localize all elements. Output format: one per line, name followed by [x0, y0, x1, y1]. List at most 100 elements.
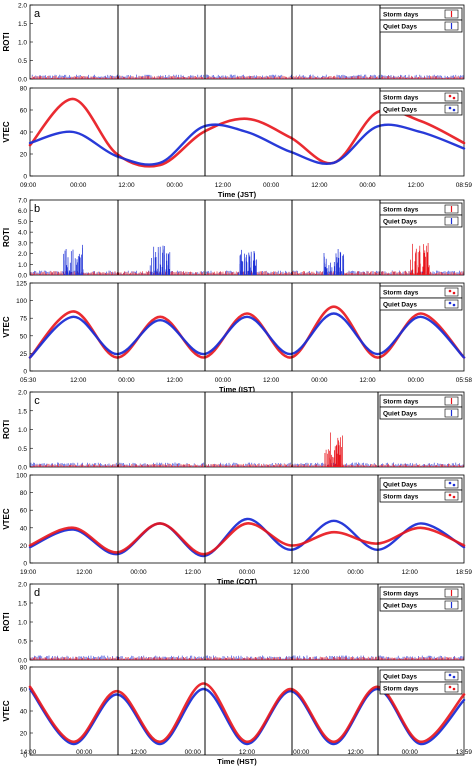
roti-ylabel: ROTI — [2, 228, 11, 247]
roti-ytick-label: 1.0 — [18, 40, 27, 47]
vtec-xtick-label: 00:00 — [70, 182, 87, 189]
legend-dot — [448, 673, 452, 677]
vtec-xtick-label: 12:00 — [70, 377, 87, 384]
legend-dot — [452, 483, 456, 487]
legend-swatch — [444, 683, 459, 693]
vtec-ytick-label: 20 — [20, 543, 28, 550]
legend-box — [379, 102, 463, 116]
legend-label: Storm days — [383, 12, 419, 19]
vtec-ytick-label: 50 — [20, 333, 28, 340]
legend-swatch — [444, 204, 459, 214]
vtec-xtick-label: 12:00 — [347, 749, 364, 756]
roti-spike — [63, 244, 84, 275]
vtec-ytick-label: 40 — [20, 709, 28, 716]
legend-swatch — [444, 600, 459, 610]
panel-b: b 0.0 1.0 2.0 3.0 4.0 5.0 6.0 7.0 ROTI Storm days Q… — [2, 198, 472, 395]
legend-swatch — [444, 396, 459, 406]
vtec-ytick-label: 40 — [20, 130, 28, 137]
vtec-ytick-label: 0 — [23, 174, 27, 181]
legend-swatch — [444, 408, 459, 418]
vtec-ylabel: VTEC — [2, 700, 11, 722]
vtec-xtick-label: 00:00 — [239, 569, 256, 576]
vtec-ytick-label: 100 — [16, 298, 27, 305]
legend-label: Storm days — [383, 290, 419, 297]
vtec-xtick-label: 09:00 — [20, 182, 37, 189]
roti-ytick-label: 5.0 — [18, 219, 27, 226]
legend-box — [379, 406, 463, 420]
vtec-ytick-label: 75 — [20, 316, 28, 323]
legend-swatch — [444, 588, 459, 598]
panel-letter: d — [34, 587, 40, 599]
vtec-xtick-label: 12:00 — [311, 182, 328, 189]
roti-ytick-label: 1.5 — [18, 21, 27, 28]
vtec-xtick-label: 12:00 — [167, 377, 184, 384]
panel-letter: c — [34, 395, 40, 407]
vtec-ytick-label: 25 — [20, 351, 28, 358]
roti-ytick-label: 0.0 — [18, 273, 27, 280]
legend-label: Storm days — [383, 591, 419, 598]
vtec-xtick-label: 12:00 — [215, 182, 232, 189]
legend-swatch — [444, 479, 459, 489]
vtec-xtick-label: 00:00 — [263, 182, 280, 189]
roti-ytick-label: 0.5 — [18, 58, 27, 65]
vtec-ytick-label: 0 — [23, 369, 27, 376]
roti-ylabel: ROTI — [2, 32, 11, 51]
vtec-ytick-label: 20 — [20, 731, 28, 738]
vtec-xtick-label: 12:00 — [408, 182, 425, 189]
legend-dot — [452, 687, 456, 691]
legend-box — [379, 297, 463, 311]
vtec-xtick-label: 19:00 — [20, 569, 37, 576]
legend-swatch — [444, 9, 459, 19]
vtec-xtick-label: 14:00 — [20, 749, 37, 756]
vtec-xtick-label: 12:00 — [239, 749, 256, 756]
vtec-xtick-label: 00:00 — [293, 749, 310, 756]
legend-dot — [452, 495, 456, 499]
roti-ytick-label: 0.0 — [18, 658, 27, 665]
legend-swatch — [444, 299, 459, 309]
vtec-ytick-label: 20 — [20, 152, 28, 159]
vtec-xtick-label: 00:00 — [185, 749, 202, 756]
legend-dot — [448, 289, 452, 293]
legend-dot — [452, 108, 456, 112]
roti-spike — [149, 245, 171, 275]
vtec-xlabel: Time (COT) — [217, 577, 258, 586]
vtec-ytick-label: 0 — [23, 753, 27, 760]
roti-ytick-label: 4.0 — [18, 230, 27, 237]
panel-c: c 0.0 0.5 1.0 1.5 2.0 ROTI Storm days Quiet Days… — [2, 390, 472, 587]
roti-ytick-label: 2.0 — [18, 582, 27, 589]
roti-spike — [323, 249, 345, 275]
legend-label: Storm days — [383, 399, 419, 406]
panel-letter: a — [34, 8, 41, 20]
legend-label: Storm days — [383, 207, 419, 214]
vtec-xlabel: Time (HST) — [217, 757, 257, 766]
vtec-xtick-label: 12:00 — [185, 569, 202, 576]
legend-label: Quiet Days — [383, 302, 417, 309]
legend-box — [379, 598, 463, 612]
vtec-ylabel: VTEC — [2, 316, 11, 338]
vtec-xtick-label: 00:00 — [215, 377, 232, 384]
roti-spike — [410, 243, 430, 275]
legend-swatch — [444, 287, 459, 297]
vtec-ytick-label: 60 — [20, 508, 28, 515]
vtec-storm-line — [28, 522, 466, 556]
legend-label: Quiet Days — [383, 482, 417, 489]
roti-ytick-label: 1.5 — [18, 601, 27, 608]
roti-ytick-label: 1.0 — [18, 427, 27, 434]
roti-ytick-label: 1.0 — [18, 620, 27, 627]
legend-dot — [452, 96, 456, 100]
vtec-xtick-label: 00:00 — [130, 569, 147, 576]
vtec-ytick-label: 40 — [20, 525, 28, 532]
legend-label: Quiet Days — [383, 411, 417, 418]
roti-ytick-label: 2.0 — [18, 251, 27, 258]
legend-label: Storm days — [383, 686, 419, 693]
legend-dot — [452, 303, 456, 307]
legend-swatch — [444, 21, 459, 31]
vtec-ytick-label: 60 — [20, 108, 28, 115]
roti-ytick-label: 0.0 — [18, 465, 27, 472]
vtec-ytick-label: 100 — [16, 473, 27, 480]
roti-ytick-label: 0.5 — [18, 639, 27, 646]
vtec-xtick-label: 00:00 — [76, 749, 93, 756]
vtec-xtick-label: 00:00 — [311, 377, 328, 384]
roti-storm-noise — [30, 463, 464, 467]
roti-ytick-label: 2.0 — [18, 390, 27, 397]
